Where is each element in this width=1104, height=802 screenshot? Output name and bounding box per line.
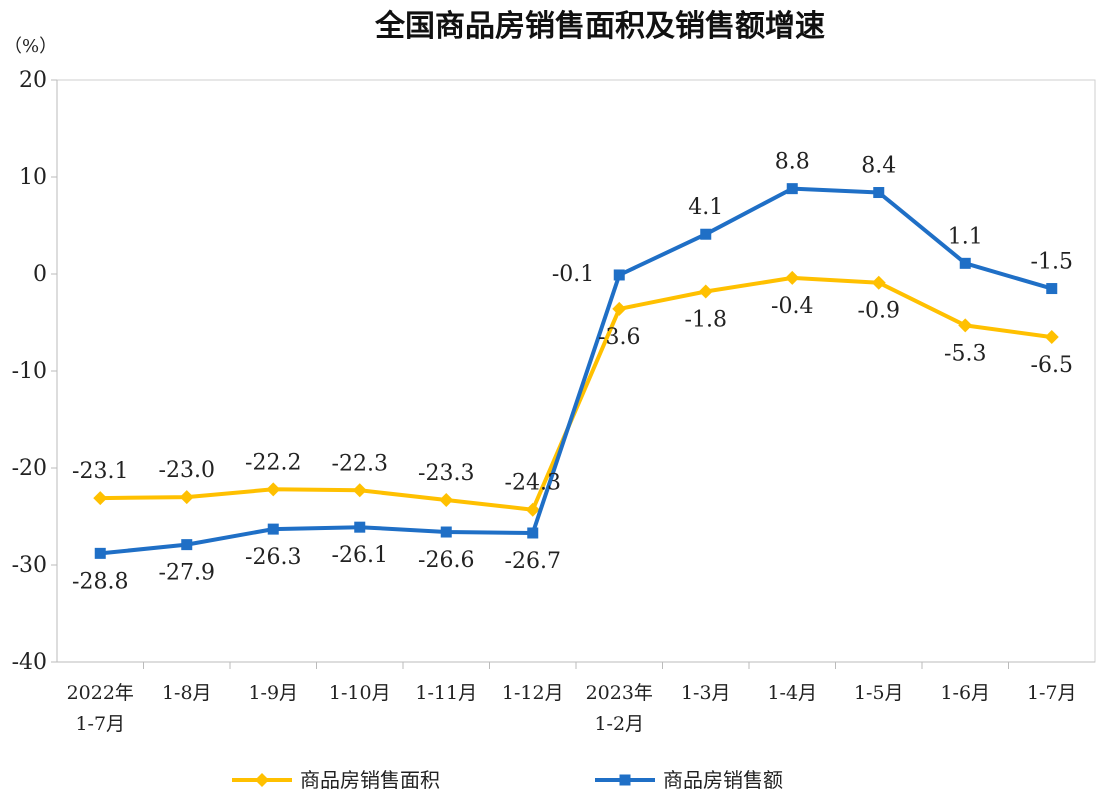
data-label: -26.1 xyxy=(332,543,388,568)
y-tick-label: -40 xyxy=(12,650,47,675)
data-label: 4.1 xyxy=(688,195,723,220)
x-tick-label: 2023年 xyxy=(586,682,653,704)
data-label: -5.3 xyxy=(944,341,986,366)
x-tick-label: 1-8月 xyxy=(162,682,212,704)
legend-label-2: 商品房销售额 xyxy=(663,768,783,792)
data-point-diamond xyxy=(612,301,627,316)
data-label: 1.1 xyxy=(948,224,983,249)
data-point-square xyxy=(267,523,279,535)
x-tick-label: 1-12月 xyxy=(502,682,564,704)
data-label: 8.4 xyxy=(861,154,896,179)
data-label: -0.1 xyxy=(552,262,594,287)
data-point-square xyxy=(873,187,885,199)
y-tick-label: 10 xyxy=(19,165,47,190)
legend-label-1: 商品房销售面积 xyxy=(300,768,440,792)
x-tick-label: 1-9月 xyxy=(248,682,298,704)
data-label: -22.2 xyxy=(245,450,301,475)
data-point-diamond xyxy=(525,502,540,517)
data-point-square xyxy=(786,183,798,195)
series-line-2 xyxy=(100,186,1053,556)
data-point-square xyxy=(527,527,539,539)
data-point-diamond xyxy=(266,482,281,497)
data-point-square xyxy=(94,547,106,559)
series-line-1 xyxy=(100,275,1053,512)
data-point-diamond xyxy=(1044,330,1059,345)
x-tick-label: 1-2月 xyxy=(594,713,644,735)
data-label: -0.9 xyxy=(858,299,900,324)
data-label: -23.3 xyxy=(418,461,474,486)
chart-title: 全国商品房销售面积及销售额增速 xyxy=(374,9,825,44)
data-point-square xyxy=(959,257,971,269)
legend: 商品房销售面积 商品房销售额 xyxy=(232,768,783,792)
data-labels: -23.1 -23.0 -22.2 -22.3 -23.3 -24.3 -3.6 -1.8 -0… xyxy=(72,150,1073,595)
data-point-diamond xyxy=(439,493,454,508)
legend-marker-diamond xyxy=(255,773,269,787)
data-label: -23.0 xyxy=(159,458,215,483)
data-label: -1.8 xyxy=(685,307,727,332)
data-point-diamond xyxy=(785,270,800,285)
y-tick-label: -10 xyxy=(12,359,47,384)
x-tick-label: 1-4月 xyxy=(767,682,817,704)
data-label: -28.8 xyxy=(72,569,128,594)
y-tick-label: -30 xyxy=(12,553,47,578)
data-label: -3.6 xyxy=(598,325,640,350)
data-label: -26.6 xyxy=(418,548,474,573)
x-tick-label: 1-10月 xyxy=(329,682,391,704)
x-tick-label: 1-5月 xyxy=(854,682,904,704)
data-point-diamond xyxy=(93,491,108,506)
x-tick-label: 2022年 xyxy=(67,682,134,704)
data-label: -26.7 xyxy=(505,549,561,574)
legend-marker-square xyxy=(619,774,631,786)
data-point-square xyxy=(440,526,452,538)
y-tick-label: -20 xyxy=(12,456,47,481)
data-label: -27.9 xyxy=(159,561,215,586)
y-axis: 20 10 0 -10 -20 -30 -40 xyxy=(12,68,58,675)
x-tick-label: 1-7月 xyxy=(1027,682,1077,704)
data-point-diamond xyxy=(698,284,713,299)
data-label: -23.1 xyxy=(72,459,128,484)
data-point-diamond xyxy=(352,483,367,498)
y-axis-unit: （%） xyxy=(4,36,57,57)
data-label: -24.3 xyxy=(505,471,561,496)
x-tick-label: 1-11月 xyxy=(415,682,477,704)
data-point-square xyxy=(613,269,625,281)
data-label: -1.5 xyxy=(1031,250,1073,275)
data-point-diamond xyxy=(958,318,973,333)
data-point-square xyxy=(700,228,712,240)
data-point-diamond xyxy=(871,275,886,290)
x-tick-label: 1-7月 xyxy=(75,713,125,735)
data-label: 8.8 xyxy=(775,150,810,175)
x-axis: 2022年 1-7月 1-8月 1-9月 1-10月 1-11月 1-12月 2023年 1-2… xyxy=(57,661,1095,735)
data-label: -0.4 xyxy=(771,294,813,319)
data-label: -6.5 xyxy=(1031,353,1073,378)
data-point-diamond xyxy=(179,490,194,505)
data-label: -22.3 xyxy=(332,451,388,476)
series-layer xyxy=(93,183,1059,559)
data-label: -26.3 xyxy=(245,545,301,570)
x-tick-label: 1-6月 xyxy=(940,682,990,704)
y-tick-label: 20 xyxy=(19,68,47,93)
x-tick-label: 1-3月 xyxy=(681,682,731,704)
data-point-square xyxy=(181,539,193,551)
data-point-square xyxy=(354,521,366,533)
y-tick-label: 0 xyxy=(33,262,47,287)
data-point-square xyxy=(1046,283,1058,295)
